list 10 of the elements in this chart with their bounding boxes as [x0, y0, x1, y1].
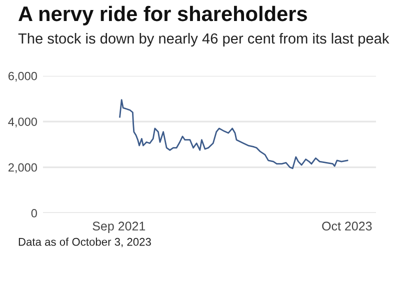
chart-subtitle: The stock is down by nearly 46 per cent from its last peak	[18, 32, 390, 47]
x-tick-label: Sep 2021	[92, 222, 146, 233]
chart-title: A nervy ride for shareholders	[18, 6, 307, 26]
y-tick-label: 4,000	[8, 118, 37, 128]
x-tick-label: Oct 2023	[322, 222, 372, 231]
y-tick-label: 6,000	[8, 72, 37, 82]
line-series	[119, 99, 348, 170]
y-tick-label: 2,000	[8, 163, 37, 174]
text: Data as of October 3, 2023	[18, 238, 151, 248]
y-tick-label: 0	[31, 209, 37, 218]
